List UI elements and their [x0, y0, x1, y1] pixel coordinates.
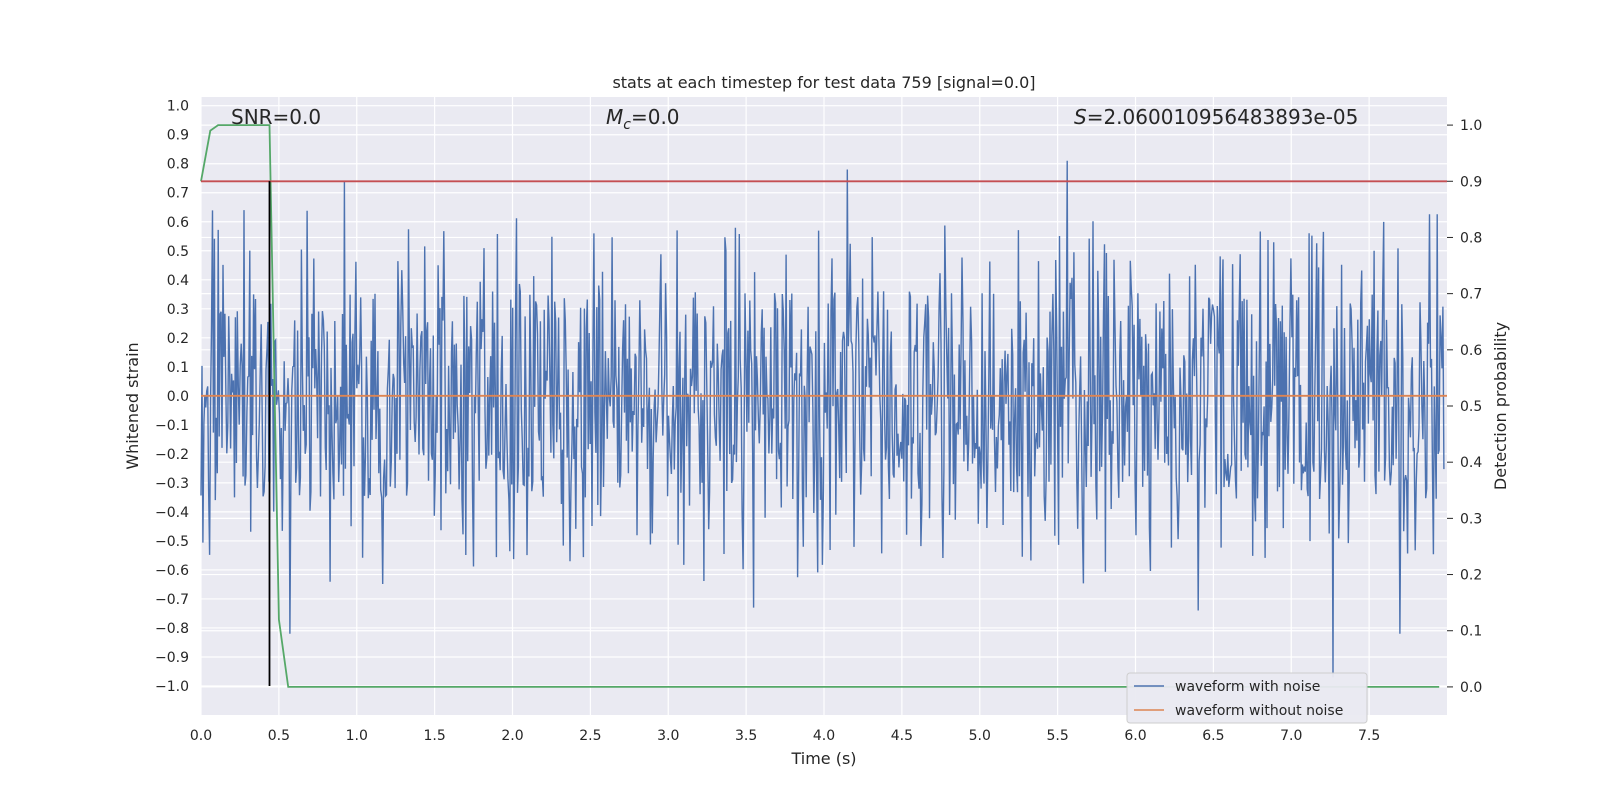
y-left-tick-label: −0.6: [155, 563, 189, 579]
y-right-tick-label: 0.0: [1460, 680, 1482, 696]
s-statistic-symbol: S: [1074, 105, 1087, 129]
axis-ticks: 0.0 0.5 1.0 1.5 2.0 2.5 3.0 3.5 4.0 4.5 5.0 5.5 6.0 6…: [155, 99, 1482, 744]
chirp-mass-annotation: Mc=0.0: [606, 105, 680, 133]
legend-label-clean: waveform without noise: [1175, 703, 1343, 719]
x-tick-label: 3.5: [735, 728, 757, 744]
x-tick-label: 5.5: [1046, 728, 1068, 744]
y-right-tick-label: 0.5: [1460, 399, 1482, 415]
y-axis-label-left: Whitened strain: [123, 342, 142, 469]
snr-annotation: SNR=0.0: [231, 105, 321, 129]
y-left-tick-label: 0.8: [167, 157, 189, 173]
x-tick-label: 0.0: [190, 728, 212, 744]
y-left-tick-label: −0.1: [155, 418, 189, 434]
chirp-mass-value: =0.0: [631, 105, 680, 129]
x-axis-label: Time (s): [790, 749, 856, 768]
s-statistic-value: =2.060010956483893e-05: [1087, 105, 1359, 129]
y-right-tick-label: 0.9: [1460, 174, 1482, 190]
y-left-tick-label: −0.2: [155, 447, 189, 463]
y-left-tick-label: 1.0: [167, 99, 189, 115]
x-tick-label: 3.0: [657, 728, 679, 744]
x-tick-label: 2.0: [501, 728, 523, 744]
legend: waveform with noise waveform without noi…: [1126, 672, 1368, 724]
x-tick-label: 6.5: [1202, 728, 1224, 744]
noise-waveform-line: [200, 160, 1445, 678]
s-statistic-annotation: S=2.060010956483893e-05: [1074, 105, 1358, 129]
chart-title: stats at each timestep for test data 759…: [612, 73, 1035, 92]
y-left-tick-label: −0.7: [155, 592, 189, 608]
x-tick-label: 4.0: [813, 728, 835, 744]
x-tick-label: 7.5: [1358, 728, 1380, 744]
y-axis-label-right: Detection probability: [1491, 322, 1510, 490]
y-right-tick-label: 0.1: [1460, 624, 1482, 640]
y-left-tick-label: −0.4: [155, 505, 189, 521]
y-left-tick-label: 0.0: [167, 389, 189, 405]
y-left-tick-label: −0.5: [155, 534, 189, 550]
x-tick-label: 5.0: [969, 728, 991, 744]
y-left-tick-label: 0.7: [167, 186, 189, 202]
x-tick-label: 0.5: [268, 728, 290, 744]
chirp-mass-symbol: M: [606, 105, 623, 129]
y-left-tick-label: −0.9: [155, 650, 189, 666]
y-left-tick-label: 0.3: [167, 302, 189, 318]
y-right-tick-label: 1.0: [1460, 118, 1482, 134]
y-left-tick-label: 0.2: [167, 331, 189, 347]
chirp-mass-subscript: c: [623, 117, 631, 133]
y-right-tick-label: 0.4: [1460, 455, 1482, 471]
y-right-tick-label: 0.6: [1460, 343, 1482, 359]
detection-probability-line: [200, 124, 1440, 688]
y-right-tick-label: 0.8: [1460, 230, 1482, 246]
y-left-tick-label: 0.6: [167, 215, 189, 231]
x-tick-label: 6.0: [1124, 728, 1146, 744]
y-right-tick-label: 0.3: [1460, 511, 1482, 527]
y-left-tick-label: −1.0: [155, 679, 189, 695]
y-left-tick-label: −0.8: [155, 621, 189, 637]
legend-label-noise: waveform with noise: [1175, 679, 1320, 695]
noise-waveform-series: [200, 160, 1445, 678]
y-left-tick-label: 0.4: [167, 273, 189, 289]
x-tick-label: 7.0: [1280, 728, 1302, 744]
y-right-tick-label: 0.2: [1460, 568, 1482, 584]
x-tick-label: 1.0: [346, 728, 368, 744]
overlay-lines: [200, 124, 1447, 688]
x-tick-label: 1.5: [423, 728, 445, 744]
x-tick-label: 4.5: [891, 728, 913, 744]
y-right-tick-label: 0.7: [1460, 287, 1482, 303]
y-left-tick-label: 0.9: [167, 128, 189, 144]
y-left-tick-label: −0.3: [155, 476, 189, 492]
y-left-tick-label: 0.5: [167, 244, 189, 260]
y-left-tick-label: 0.1: [167, 360, 189, 376]
legend-box: [1126, 672, 1368, 724]
x-tick-label: 2.5: [579, 728, 601, 744]
